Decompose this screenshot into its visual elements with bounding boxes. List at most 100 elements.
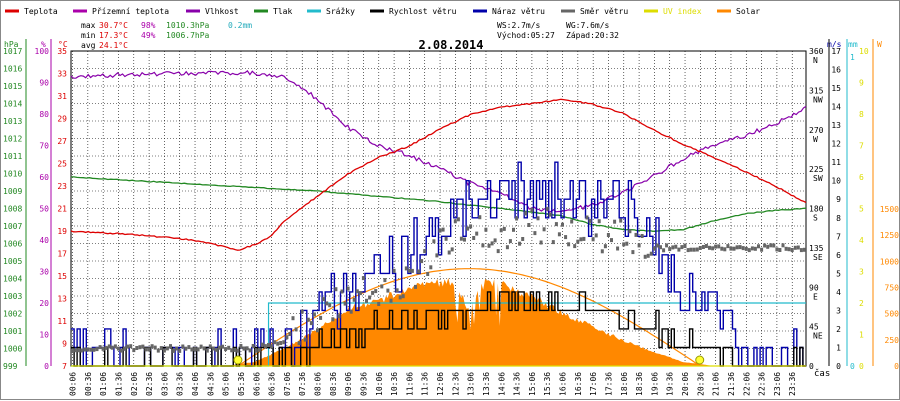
wind-direction-marker — [496, 249, 500, 254]
wind-direction-marker — [793, 245, 797, 250]
wind-direction-marker — [619, 218, 623, 223]
hpa-tick-label: 1000 — [3, 345, 22, 354]
wind-direction-marker — [545, 206, 549, 211]
dir-tick-direction: NE — [813, 332, 823, 341]
wind-direction-marker — [199, 344, 203, 349]
dir-tick-label: 225 — [809, 165, 824, 174]
uv-tick-label: 9 — [859, 79, 864, 88]
x-tick-label: 09:06 — [344, 372, 353, 396]
wind-direction-marker — [123, 346, 127, 351]
ms-tick-label: 6 — [836, 251, 841, 260]
uv-tick-label: 5 — [859, 205, 864, 214]
hpa-tick-label: 1001 — [3, 327, 22, 336]
wind-direction-marker — [242, 346, 246, 351]
stat-value: max — [81, 21, 96, 30]
degc-axis-title: °C — [58, 40, 68, 49]
uv-tick-label: 1 — [859, 331, 864, 340]
uv-tick-label: 7 — [859, 142, 864, 151]
wind-direction-marker — [331, 317, 335, 322]
wind-direction-marker — [190, 347, 194, 352]
uv-tick-label: 3 — [859, 268, 864, 277]
degc-tick-label: 17 — [57, 250, 67, 259]
hpa-tick-label: 1003 — [3, 292, 22, 301]
wind-direction-marker — [110, 345, 114, 350]
wind-direction-marker — [505, 245, 509, 250]
wind-direction-marker — [205, 348, 209, 353]
legend-label: Rychlost větru — [389, 7, 457, 16]
wind-direction-marker — [221, 344, 225, 349]
x-tick-label: 06:06 — [252, 372, 261, 396]
degc-tick-label: 29 — [57, 115, 67, 124]
wind-direction-marker — [781, 243, 785, 248]
x-tick-label: 17:06 — [589, 372, 598, 396]
pct-tick-label: 100 — [35, 47, 50, 56]
dir-tick-label: 135 — [809, 244, 824, 253]
wind-direction-marker — [738, 245, 742, 250]
wind-direction-marker — [410, 268, 414, 273]
wind-direction-marker — [655, 243, 659, 248]
wind-direction-marker — [420, 259, 424, 264]
wind-direction-marker — [126, 344, 130, 349]
dir-tick-label: 0 — [809, 362, 814, 371]
wind-direction-marker — [435, 253, 439, 258]
hpa-tick-label: 1015 — [3, 82, 22, 91]
wind-direction-marker — [175, 346, 179, 351]
wind-direction-marker — [698, 246, 702, 250]
wind-direction-marker — [83, 347, 87, 352]
wind-direction-marker — [766, 244, 770, 249]
wind-direction-marker — [423, 249, 427, 254]
dir-tick-label: 45 — [809, 323, 819, 332]
wind-direction-marker — [472, 236, 476, 240]
degc-tick-label: 7 — [62, 362, 67, 371]
x-tick-label: 04:06 — [191, 372, 200, 396]
wind-direction-marker — [484, 227, 488, 232]
wind-direction-marker — [101, 346, 105, 351]
hpa-tick-label: 1007 — [3, 222, 22, 231]
wind-direction-marker — [757, 244, 760, 249]
wind-direction-marker — [680, 245, 684, 250]
wind-direction-marker — [322, 297, 326, 302]
hpa-tick-label: 1011 — [3, 152, 22, 161]
x-tick-label: 11:06 — [405, 372, 414, 396]
wind-direction-marker — [646, 253, 650, 258]
stat-value: 0.2mm — [228, 21, 252, 30]
wind-direction-marker — [643, 254, 647, 259]
x-tick-label: 19:36 — [666, 372, 675, 396]
x-axis-label: čas — [814, 368, 830, 379]
x-tick-label: 13:06 — [467, 372, 476, 396]
x-tick-label: 23:36 — [788, 372, 797, 396]
degc-tick-label: 11 — [57, 317, 67, 326]
wind-direction-marker — [723, 247, 727, 252]
wind-direction-marker — [456, 217, 460, 222]
wind-direction-marker — [328, 303, 332, 308]
wind-direction-marker — [398, 295, 402, 300]
wind-direction-marker — [763, 243, 767, 248]
uv-tick-label: 0 — [859, 362, 864, 371]
wind-direction-marker — [276, 341, 280, 346]
wind-direction-marker — [401, 294, 405, 299]
wind-direction-marker — [726, 244, 730, 249]
wind-direction-marker — [652, 246, 656, 251]
wind-direction-marker — [417, 269, 421, 274]
legend-label: Vlhkost — [205, 7, 239, 16]
x-tick-label: 17:36 — [604, 372, 613, 396]
dir-tick-direction: S — [813, 214, 818, 223]
wind-direction-marker — [662, 248, 666, 253]
wind-direction-marker — [784, 246, 788, 251]
wind-direction-marker — [404, 266, 408, 271]
x-tick-label: 12:06 — [436, 372, 445, 396]
wind-direction-marker — [377, 302, 381, 306]
wind-direction-marker — [576, 239, 580, 244]
wind-direction-marker — [594, 233, 598, 238]
x-tick-label: 03:06 — [160, 372, 169, 396]
wind-direction-marker — [365, 298, 368, 303]
wind-direction-marker — [508, 239, 512, 244]
wind-direction-marker — [790, 248, 794, 252]
pct-tick-label: 60 — [39, 173, 49, 182]
uv-tick-label: 8 — [859, 110, 864, 119]
wind-direction-marker — [306, 317, 310, 322]
legend-label: Solar — [736, 7, 760, 16]
wind-direction-marker — [466, 226, 470, 231]
wind-direction-marker — [570, 219, 574, 224]
